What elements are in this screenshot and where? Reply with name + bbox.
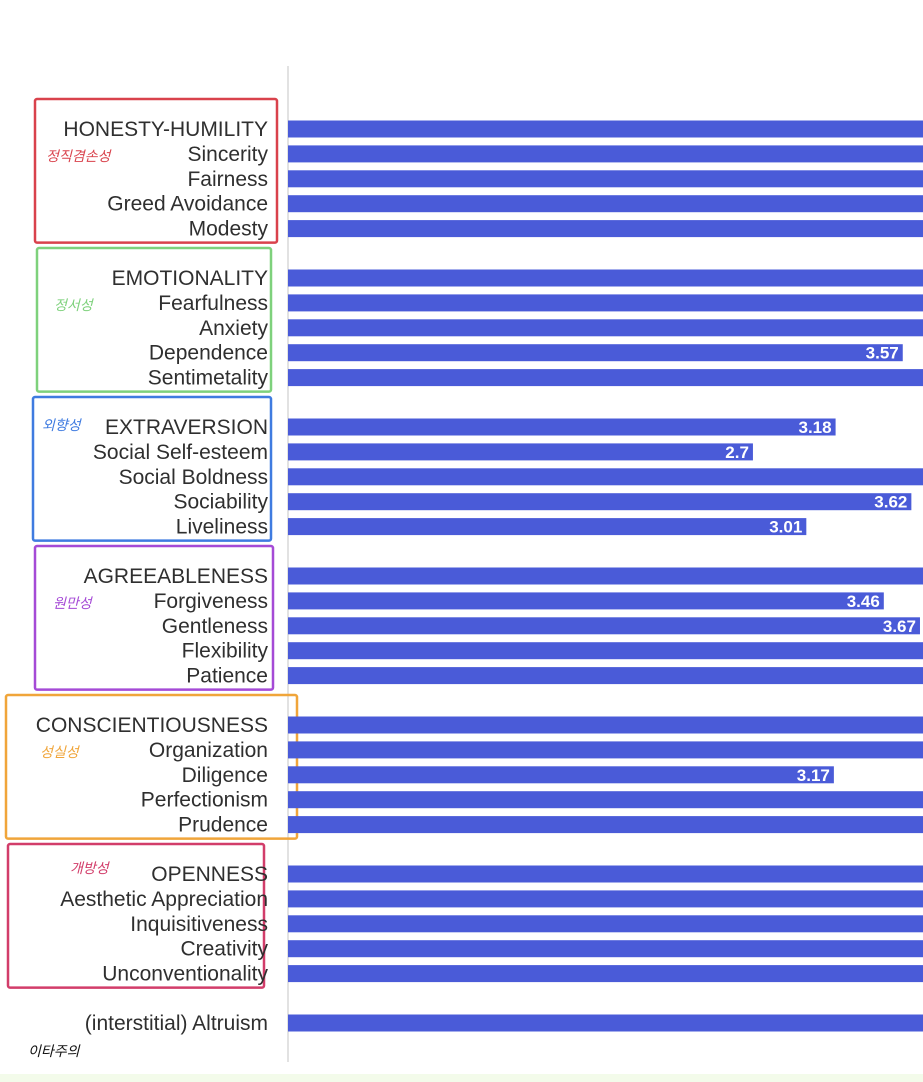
group-note: 정서성 [54,298,95,314]
category-label: Sentimetality [148,367,269,390]
category-label: Forgiveness [154,590,268,613]
category-label: Aesthetic Appreciation [60,888,268,911]
bar [288,120,923,138]
category-label: Sincerity [187,143,268,166]
category-label: Patience [186,665,268,688]
category-label: Organization [149,739,268,762]
bar [288,816,923,834]
category-label: Social Self-esteem [93,441,268,464]
bar [288,145,923,163]
category-label: (interstitial) Altruism [85,1012,268,1035]
group-box [33,544,275,691]
bar-value-label: 3.18 [799,418,832,437]
bar [288,766,834,784]
bottom-strip [0,1074,923,1082]
category-label: Social Boldness [119,466,268,489]
group-note: 개방성 [70,861,111,877]
bar [288,617,920,635]
group-boxes [4,97,299,989]
extra-note: 이타주의 [28,1044,81,1060]
category-label: Fearfulness [158,292,268,315]
bar [288,592,884,610]
category-label: Gentleness [162,615,268,638]
bar [288,294,923,312]
category-label: EXTRAVERSION [105,416,268,439]
bar [288,741,923,759]
bar [288,220,923,238]
group-note: 원만성 [53,596,94,612]
bar [288,890,923,908]
bar [288,518,807,536]
group-note: 정직겸손성 [46,149,113,165]
bar [288,418,836,436]
category-label: Flexibility [182,640,269,663]
category-label: HONESTY-HUMILITY [63,118,268,141]
group-box [35,246,273,393]
bar [288,319,923,337]
bar [288,791,923,809]
bar [288,965,923,983]
category-label: Greed Avoidance [107,193,268,216]
category-label: Prudence [178,814,268,837]
category-label: Sociability [173,491,268,514]
bar-value-label: 3.57 [866,344,899,363]
bar [288,369,923,387]
category-label: Dependence [149,342,268,365]
category-label: Diligence [182,764,268,787]
category-label: Inquisitiveness [130,913,268,936]
bar [288,642,923,660]
group-note: 외향성 [42,418,83,434]
bars: 4.515.284.1554.843.574.353.182.74.973.62… [288,120,923,1032]
category-label: Fairness [187,168,268,191]
group-box [6,842,266,989]
category-label: CONSCIENTIOUSNESS [36,714,268,737]
category-label: AGREEABLENESS [84,565,268,588]
bar [288,667,923,685]
bar [288,269,923,287]
bar-value-label: 3.17 [797,766,830,785]
bar-value-label: 3.01 [769,518,802,537]
bar [288,344,903,362]
category-label: Perfectionism [141,789,268,812]
category-label: Anxiety [199,317,268,340]
group-note: 성실성 [40,745,81,761]
bar-value-label: 2.7 [725,443,749,462]
bar [288,195,923,213]
bar [288,940,923,958]
bar [288,865,923,883]
category-label: Unconventionality [102,963,268,986]
group-box [33,97,279,244]
bar [288,716,923,734]
category-label: Liveliness [176,516,268,539]
category-label: EMOTIONALITY [112,267,268,290]
bar [288,1014,923,1032]
bar-value-label: 3.46 [847,592,880,611]
group-box [31,395,273,542]
category-label: OPENNESS [151,863,268,886]
category-label: Modesty [189,218,269,241]
bar [288,468,923,486]
bar [288,493,912,511]
bar [288,170,923,188]
bar [288,443,753,461]
bar [288,567,923,585]
category-label: Creativity [180,938,268,961]
bar-value-label: 3.67 [883,617,916,636]
bar [288,915,923,933]
bar-value-label: 3.62 [874,493,907,512]
